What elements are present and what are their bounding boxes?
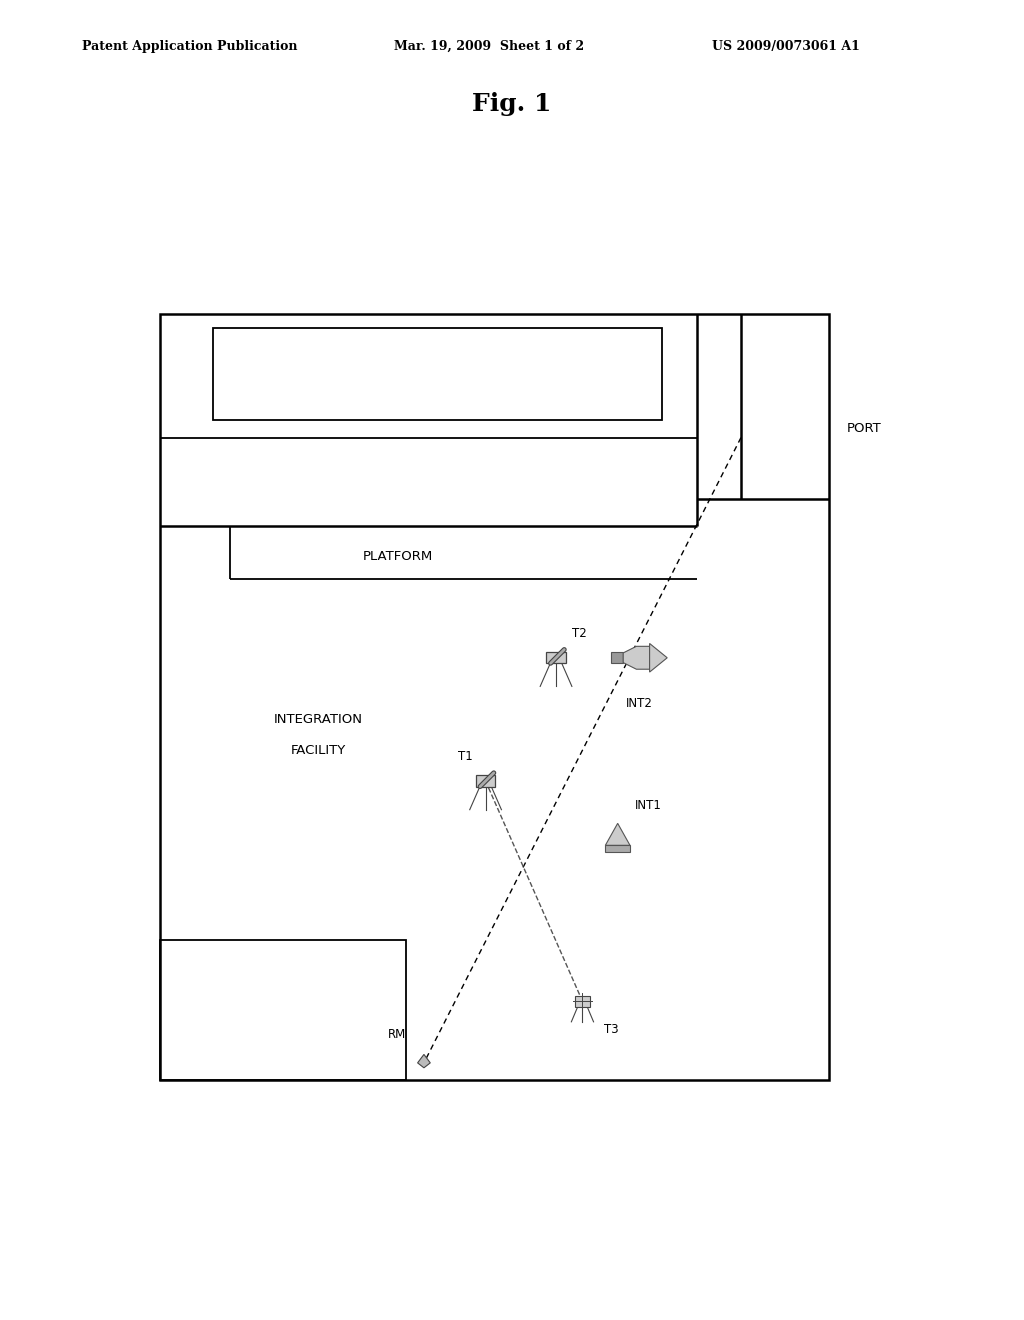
Polygon shape [605,824,630,845]
Polygon shape [418,1055,430,1068]
Text: T1: T1 [458,751,472,763]
Text: PLATFORM: PLATFORM [362,550,433,564]
Text: RM: RM [388,1028,407,1041]
Polygon shape [649,643,668,672]
Text: Mar. 19, 2009  Sheet 1 of 2: Mar. 19, 2009 Sheet 1 of 2 [394,40,585,53]
Bar [575,995,590,1007]
Text: Patent Application Publication: Patent Application Publication [82,40,297,53]
Text: INT2: INT2 [627,697,653,710]
Bar [605,845,630,853]
Text: T2: T2 [571,627,587,640]
Bar [160,314,829,1081]
Bar [611,652,624,663]
Bar [547,652,565,664]
Text: PORT: PORT [847,422,882,436]
Text: INT1: INT1 [635,799,663,812]
Bar [160,940,407,1081]
Text: INTEGRATION: INTEGRATION [273,713,362,726]
Text: Fig. 1: Fig. 1 [472,92,552,116]
Text: US 2009/0073061 A1: US 2009/0073061 A1 [712,40,859,53]
Polygon shape [624,647,649,669]
Bar [213,327,662,420]
Text: T3: T3 [604,1023,620,1036]
Text: FACILITY: FACILITY [291,743,346,756]
Bar [476,775,496,787]
